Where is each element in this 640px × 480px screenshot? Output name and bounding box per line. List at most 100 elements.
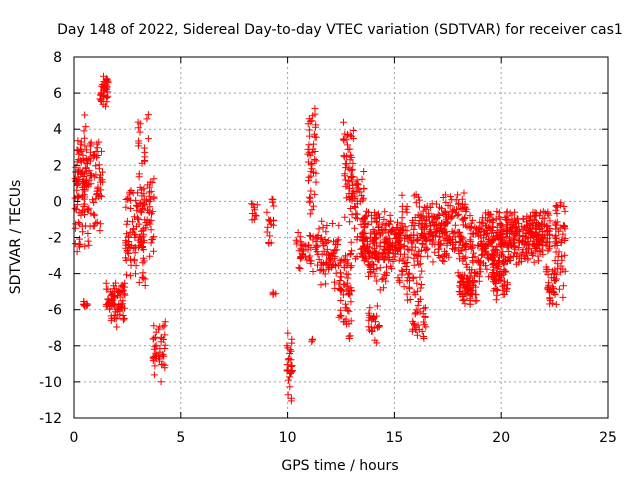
data-point bbox=[360, 168, 368, 175]
data-point bbox=[335, 280, 343, 288]
data-point bbox=[337, 287, 345, 295]
data-point bbox=[422, 214, 430, 222]
data-point bbox=[352, 214, 360, 222]
data-point bbox=[87, 138, 95, 146]
data-point bbox=[133, 201, 141, 209]
data-point bbox=[147, 187, 155, 195]
data-point bbox=[373, 218, 381, 226]
data-point bbox=[469, 230, 477, 238]
data-point bbox=[86, 140, 94, 148]
data-point bbox=[407, 237, 415, 245]
data-point bbox=[419, 310, 427, 318]
data-point bbox=[400, 283, 408, 291]
data-point bbox=[516, 237, 523, 245]
data-point bbox=[537, 238, 545, 246]
data-point bbox=[104, 285, 112, 293]
data-point bbox=[122, 196, 130, 203]
data-point bbox=[346, 145, 354, 153]
data-point bbox=[157, 378, 165, 386]
data-point bbox=[109, 300, 117, 308]
data-point bbox=[328, 220, 336, 227]
data-point bbox=[403, 259, 411, 266]
data-point bbox=[345, 332, 353, 340]
data-point bbox=[161, 361, 169, 369]
data-point bbox=[143, 115, 151, 123]
data-point bbox=[305, 141, 313, 149]
data-point bbox=[550, 288, 558, 296]
data-point bbox=[538, 219, 546, 227]
data-point bbox=[286, 373, 294, 381]
data-point bbox=[466, 212, 474, 220]
data-point bbox=[311, 156, 319, 163]
data-point bbox=[287, 362, 295, 370]
data-point bbox=[466, 236, 474, 244]
data-point bbox=[318, 265, 326, 273]
data-point bbox=[150, 322, 158, 330]
data-point bbox=[555, 285, 563, 293]
data-point bbox=[435, 238, 442, 246]
data-point bbox=[501, 214, 509, 221]
y-tick-label: -2 bbox=[48, 231, 62, 247]
data-point bbox=[152, 328, 160, 336]
data-point bbox=[532, 221, 540, 229]
data-point bbox=[554, 260, 562, 268]
data-point bbox=[140, 257, 148, 265]
data-point bbox=[421, 243, 429, 251]
data-point bbox=[337, 306, 345, 314]
data-point bbox=[136, 128, 144, 136]
data-point bbox=[392, 243, 400, 251]
data-point bbox=[472, 229, 480, 237]
data-point bbox=[460, 241, 468, 249]
data-point bbox=[373, 277, 381, 285]
data-point bbox=[161, 318, 169, 326]
data-point bbox=[370, 324, 378, 332]
data-point bbox=[84, 237, 92, 245]
data-point bbox=[359, 230, 367, 238]
data-point bbox=[441, 207, 449, 215]
data-point bbox=[266, 232, 274, 240]
data-point bbox=[304, 120, 312, 128]
data-point bbox=[343, 256, 351, 264]
data-point bbox=[302, 252, 309, 260]
data-point bbox=[471, 297, 479, 305]
data-point bbox=[529, 250, 537, 258]
data-point bbox=[507, 221, 515, 229]
data-point bbox=[524, 254, 532, 262]
data-point bbox=[474, 242, 482, 249]
data-point bbox=[87, 180, 95, 188]
data-point bbox=[503, 229, 511, 237]
data-point bbox=[317, 281, 325, 289]
data-point bbox=[382, 226, 390, 234]
data-point bbox=[318, 217, 326, 225]
data-point bbox=[546, 287, 554, 295]
data-point bbox=[422, 220, 430, 228]
data-point bbox=[74, 147, 82, 154]
data-point bbox=[127, 205, 135, 212]
data-point bbox=[311, 110, 319, 118]
data-point bbox=[150, 175, 158, 183]
data-point bbox=[469, 290, 477, 298]
data-point bbox=[139, 243, 146, 250]
data-point bbox=[552, 232, 560, 240]
data-point bbox=[146, 252, 154, 260]
data-point bbox=[269, 198, 277, 206]
data-point bbox=[537, 209, 544, 217]
chart-title: Day 148 of 2022, Sidereal Day-to-day VTE… bbox=[57, 22, 623, 38]
data-point bbox=[358, 175, 366, 183]
data-point bbox=[470, 249, 477, 257]
data-point bbox=[74, 181, 81, 189]
data-point bbox=[535, 257, 543, 265]
y-tick-label: -10 bbox=[39, 375, 62, 391]
data-point bbox=[382, 271, 390, 279]
data-point bbox=[410, 250, 418, 258]
data-point bbox=[361, 234, 369, 242]
data-point bbox=[450, 246, 458, 254]
data-point bbox=[468, 283, 476, 291]
data-point bbox=[161, 345, 169, 352]
data-point bbox=[427, 229, 435, 237]
data-point bbox=[403, 277, 411, 285]
data-point bbox=[332, 261, 340, 269]
data-point bbox=[557, 201, 564, 209]
data-point bbox=[455, 272, 463, 280]
data-point bbox=[383, 263, 390, 271]
